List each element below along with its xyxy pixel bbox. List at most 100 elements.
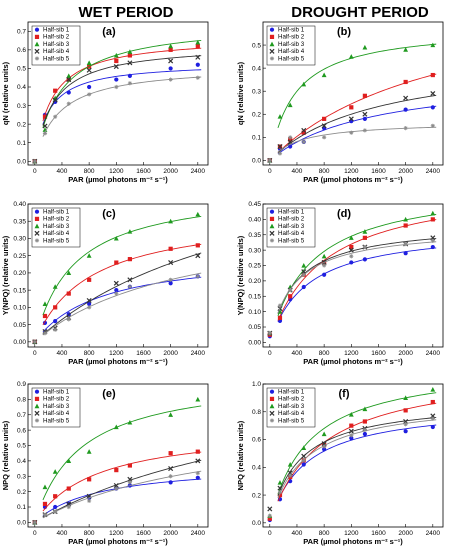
x-tick-label: 0 [33, 168, 37, 175]
data-point [321, 253, 327, 259]
y-tick-label: 0.35 [248, 232, 261, 239]
x-tick-label: 1200 [344, 530, 359, 537]
data-point [430, 90, 436, 97]
data-point [86, 297, 92, 304]
y-tick-label: 0.15 [248, 293, 261, 300]
data-point [127, 463, 132, 468]
legend-label: Half-sib 5 [278, 55, 305, 62]
column-title-wet: WET PERIOD [78, 4, 173, 21]
x-tick-label: 2000 [163, 350, 178, 357]
data-point [66, 291, 71, 296]
y-tick-label: 0.25 [248, 263, 261, 270]
y-axis-label: qN (relative units) [1, 61, 10, 125]
legend-label: Half-sib 3 [43, 223, 70, 230]
data-point [321, 72, 327, 78]
x-tick-label: 1600 [136, 168, 151, 175]
data-point [348, 116, 354, 122]
data-point [403, 422, 408, 427]
fit-curve [42, 276, 202, 333]
data-point [349, 254, 354, 259]
panel-label: (f) [339, 388, 350, 400]
y-tick-label: 0.00 [13, 339, 26, 346]
data-point [87, 305, 92, 310]
legend-label: Half-sib 2 [43, 34, 70, 41]
x-tick-label: 2400 [426, 530, 441, 537]
y-tick-label: 0.0 [252, 520, 261, 527]
data-point [127, 60, 133, 66]
data-point [349, 436, 354, 441]
fit-curve [42, 252, 202, 335]
data-point [42, 301, 48, 307]
y-tick-label: 0.0 [252, 158, 261, 165]
legend-marker [34, 216, 40, 221]
x-tick-label: 0 [268, 350, 272, 357]
y-tick-label: 0.30 [13, 236, 26, 243]
data-point [53, 494, 58, 499]
data-point [277, 114, 283, 119]
legend-label: Half-sib 1 [278, 27, 305, 34]
data-point [362, 431, 367, 437]
data-point [52, 284, 58, 289]
panel-label: (e) [102, 388, 116, 400]
fit-curve [42, 405, 202, 501]
data-point [267, 516, 272, 521]
data-point [403, 125, 408, 131]
data-point [362, 244, 367, 250]
data-point [430, 238, 435, 244]
data-point [127, 53, 132, 58]
x-tick-label: 1200 [109, 530, 124, 537]
data-point [195, 274, 200, 279]
data-point [168, 480, 173, 485]
x-tick-label: 1600 [136, 350, 151, 357]
data-point [430, 105, 435, 110]
data-point [114, 288, 119, 293]
x-tick-label: 1200 [109, 168, 124, 175]
data-point [362, 419, 367, 424]
data-point [113, 52, 119, 58]
x-tick-label: 1200 [344, 168, 359, 175]
data-point [42, 313, 48, 319]
data-point [301, 81, 307, 87]
data-point [127, 284, 132, 289]
data-point [87, 477, 92, 482]
fit-curve [277, 392, 437, 495]
series-3 [267, 387, 437, 518]
data-point [113, 280, 119, 286]
legend-marker [34, 56, 40, 61]
data-point [32, 339, 37, 344]
data-point [349, 130, 354, 135]
data-point [267, 331, 272, 336]
legend-box [31, 25, 81, 66]
data-point [42, 131, 48, 136]
data-point [86, 60, 92, 65]
y-tick-label: 0.2 [17, 121, 26, 128]
panel-label: (a) [102, 26, 116, 38]
data-point [403, 223, 408, 228]
data-point [430, 123, 435, 128]
y-tick-label: 0.30 [248, 247, 261, 254]
x-tick-label: 1600 [371, 530, 386, 537]
data-point [127, 81, 132, 86]
data-point [66, 73, 72, 78]
legend-marker [269, 56, 275, 61]
data-point [195, 54, 201, 60]
legend-marker [269, 223, 275, 229]
data-point [301, 139, 306, 145]
x-tick-label: 400 [292, 168, 303, 175]
data-point [195, 211, 201, 217]
chart-panel-6: 0 400 800 1200 1600 2000 2400 0.0 0.2 0.4 0.6 0.8 1.… [236, 381, 444, 546]
data-point [168, 246, 173, 251]
data-point [114, 84, 119, 90]
data-point [53, 504, 58, 510]
data-point [301, 453, 307, 459]
legend-marker [269, 389, 275, 394]
data-point [277, 480, 283, 485]
data-point [168, 260, 174, 266]
data-point [430, 424, 435, 430]
x-tick-label: 800 [319, 350, 330, 357]
data-point [322, 447, 327, 452]
y-tick-label: 0.1 [252, 135, 261, 142]
data-point [322, 272, 327, 277]
y-tick-label: 0.1 [17, 504, 26, 511]
